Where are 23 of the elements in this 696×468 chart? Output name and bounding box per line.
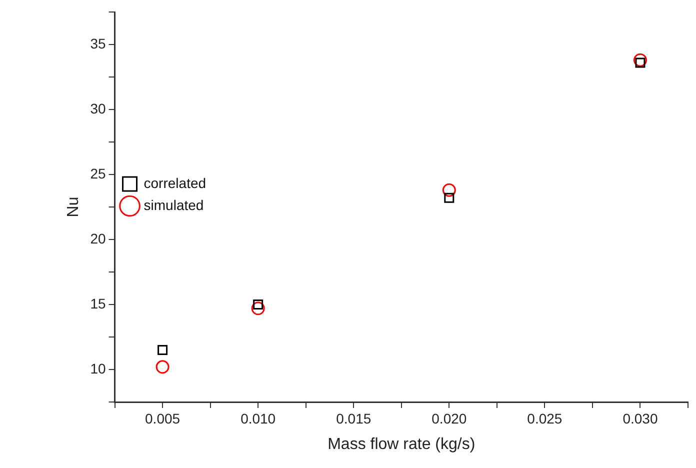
point (156, 360, 170, 374)
y-tick-label: 15 (90, 295, 106, 312)
x-tick-label: 0.005 (145, 410, 180, 426)
y-tick-label: 30 (90, 100, 106, 116)
legend-label: simulated (144, 196, 204, 213)
x-tick-label: 0.010 (240, 410, 276, 426)
point (633, 53, 647, 67)
x-tick-label: 0.020 (432, 410, 467, 426)
x-axis-title: Mass flow rate (kg/s) (328, 436, 476, 453)
point (635, 58, 646, 68)
x-tick-label: 0.025 (527, 410, 562, 426)
point (158, 345, 168, 355)
point (444, 192, 454, 203)
point (442, 183, 456, 197)
x-tick-label: 0.030 (622, 410, 658, 426)
y-axis-title: Nu (65, 196, 82, 218)
y-tick-label: 35 (90, 35, 106, 52)
legend-label: correlated (144, 174, 206, 191)
point (251, 302, 265, 316)
y-tick-label: 10 (90, 360, 106, 376)
x-tick-label: 0.015 (336, 410, 372, 426)
y-tick-label: 20 (90, 230, 106, 246)
y-tick-label: 25 (90, 165, 106, 182)
